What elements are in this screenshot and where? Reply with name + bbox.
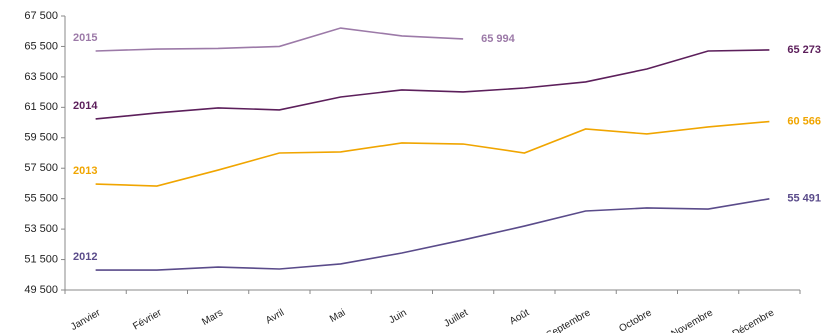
x-tick-label: Avril	[264, 307, 286, 326]
x-tick-label: Décembre	[731, 307, 777, 333]
data-label: 65 273	[787, 44, 821, 56]
x-tick-label: Septembre	[545, 307, 593, 333]
x-tick-label: Janvier	[69, 307, 103, 333]
y-tick-label: 49 500	[24, 284, 58, 296]
series-line	[95, 27, 464, 52]
series-line	[95, 49, 770, 120]
series-line	[95, 120, 770, 187]
y-tick-label: 55 500	[24, 193, 58, 205]
y-tick-label: 57 500	[24, 162, 58, 174]
data-label: 55 491	[787, 193, 821, 205]
x-tick-label: Août	[508, 307, 532, 327]
y-tick-label: 67 500	[24, 10, 58, 22]
data-label: 60 566	[787, 115, 821, 127]
y-tick-label: 59 500	[24, 132, 58, 144]
x-tick-label: Juillet	[442, 307, 470, 329]
x-tick-label: Mars	[200, 307, 225, 328]
series-line	[95, 198, 770, 271]
series-name: 2012	[73, 251, 97, 263]
series-name: 2013	[73, 165, 97, 177]
y-tick-label: 63 500	[24, 71, 58, 83]
x-tick-label: Juin	[387, 307, 408, 326]
series-name: 2015	[73, 32, 97, 44]
y-tick-label: 61 500	[24, 101, 58, 113]
y-tick-label: 65 500	[24, 40, 58, 52]
series-name: 2014	[73, 100, 98, 112]
y-tick-label: 53 500	[24, 223, 58, 235]
data-label: 65 994	[481, 33, 516, 45]
x-tick-label: Mai	[328, 307, 347, 325]
y-tick-label: 51 500	[24, 253, 58, 265]
x-tick-label: Novembre	[669, 307, 715, 333]
x-tick-label: Octobre	[617, 307, 654, 333]
x-tick-label: Février	[131, 307, 164, 332]
